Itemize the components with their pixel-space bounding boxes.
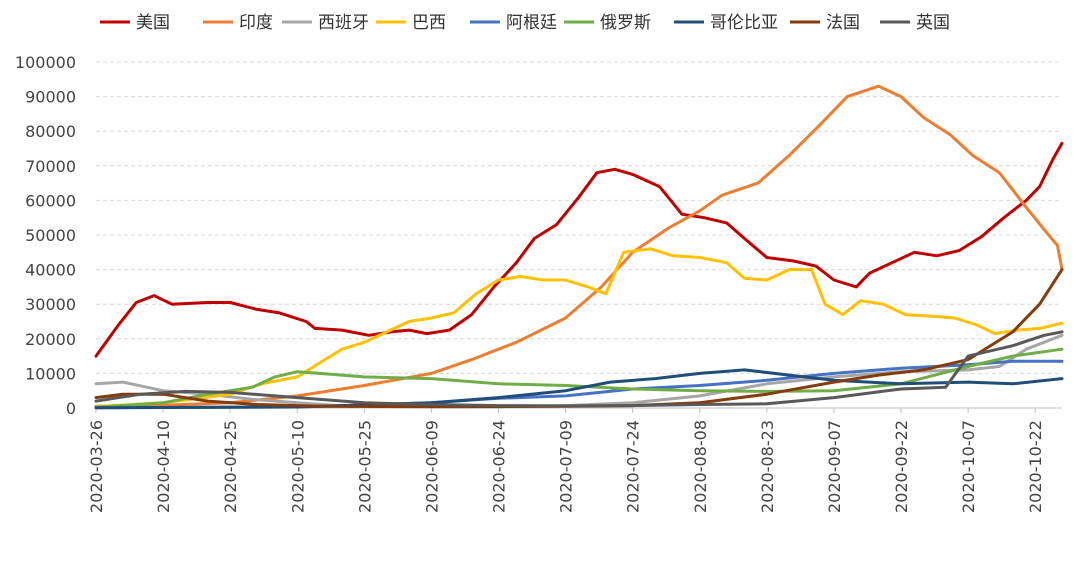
series-line-美国 [94,141,1064,358]
y-tick-label: 50000 [25,226,76,245]
y-tick-label: 20000 [25,330,76,349]
legend-item: 法国 [790,13,860,33]
legend-item: 美国 [100,13,170,33]
legend-item: 俄罗斯 [564,13,651,33]
y-tick-label: 30000 [25,295,76,314]
y-tick-label: 80000 [25,122,76,141]
y-axis: 0 10000 20000 30000 40000 50000 60000 70000 8000… [15,53,76,418]
x-tick-label: 2020-09-07 [825,420,844,513]
x-tick-label: 2020-06-09 [422,420,441,513]
x-tick-label: 2020-04-10 [154,420,173,513]
x-tick-label: 2020-08-08 [691,420,710,513]
legend-label: 巴西 [412,13,446,33]
series-line-英国 [94,330,1064,408]
series-line-印度 [94,84,1064,408]
x-tick-label: 2020-07-24 [624,420,643,513]
legend-item: 哥伦比亚 [674,13,778,33]
legend-label: 印度 [239,13,273,33]
y-tick-label: 100000 [15,53,76,72]
legend-label: 法国 [826,13,860,33]
legend-item: 印度 [203,13,273,33]
y-tick-label: 10000 [25,364,76,383]
y-tick-label: 0 [66,399,76,418]
legend-item: 西班牙 [282,13,369,33]
series-line-巴西 [94,247,1064,409]
legend-label: 俄罗斯 [600,13,651,33]
y-tick-label: 90000 [25,88,76,107]
legend-item: 巴西 [376,13,446,33]
legend-label: 英国 [916,13,950,33]
x-tick-label: 2020-10-22 [1026,420,1045,513]
x-tick-label: 2020-03-26 [87,420,106,513]
legend-label: 哥伦比亚 [710,13,778,33]
y-gridlines [96,61,1062,374]
x-tick-label: 2020-10-07 [959,420,978,513]
y-tick-label: 40000 [25,261,76,280]
x-tick-label: 2020-06-24 [490,420,509,513]
x-tick-label: 2020-09-22 [892,420,911,513]
series-lines [94,84,1064,410]
series-line-哥伦比亚 [94,368,1064,410]
chart-legend: 美国 印度 西班牙 巴西 阿根廷 俄罗斯 哥伦比亚 法国 英国 [100,13,950,33]
legend-item: 英国 [880,13,950,33]
x-axis: 2020-03-26 2020-04-10 2020-04-25 2020-05-10… [87,407,1062,513]
x-tick-label: 2020-04-25 [221,420,240,513]
x-tick-label: 2020-05-25 [355,420,374,513]
x-tick-label: 2020-07-09 [557,420,576,513]
x-tick-label: 2020-05-10 [288,420,307,513]
y-tick-label: 70000 [25,157,76,176]
x-tick-label: 2020-08-23 [758,420,777,513]
legend-label: 阿根廷 [506,13,557,33]
legend-item: 阿根廷 [470,13,557,33]
legend-label: 美国 [136,13,170,33]
legend-label: 西班牙 [318,13,369,33]
y-tick-label: 60000 [25,191,76,210]
